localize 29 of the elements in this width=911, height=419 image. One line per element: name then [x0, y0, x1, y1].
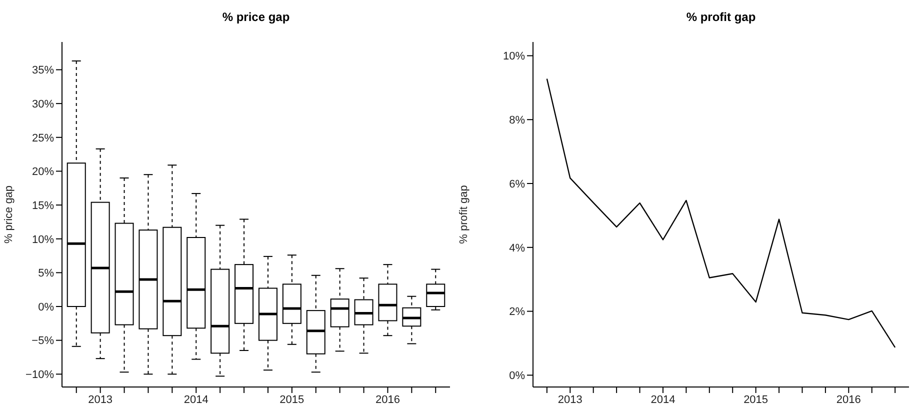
- y-tick-label: 10%: [32, 234, 54, 246]
- y-tick-label: 0%: [509, 370, 526, 382]
- x-tick-label: 2015: [744, 394, 768, 406]
- y-axis-title: % profit gap: [458, 185, 470, 244]
- y-axis-title: % price gap: [2, 185, 15, 244]
- line-series: [546, 78, 896, 348]
- y-tick-label: 2%: [509, 306, 526, 318]
- y-tick-label: 5%: [38, 268, 54, 280]
- y-tick-label: −5%: [32, 335, 54, 348]
- chart-title: % profit gap: [685, 9, 757, 26]
- x-tick-label: 2015: [280, 394, 304, 406]
- y-tick-label: 35%: [32, 64, 54, 77]
- y-tick-label: 20%: [32, 166, 54, 178]
- x-tick-label: 2016: [836, 394, 861, 406]
- x-tick-label: 2016: [375, 394, 400, 406]
- y-tick-label: −10%: [26, 369, 54, 382]
- x-tick-label: 2013: [558, 394, 582, 406]
- y-tick-label: 10%: [502, 50, 526, 63]
- x-tick-label: 2013: [88, 394, 113, 406]
- y-tick-label: 0%: [38, 301, 54, 314]
- y-tick-label: 8%: [509, 114, 526, 127]
- x-tick-label: 2014: [184, 394, 208, 406]
- y-tick-label: 30%: [32, 98, 54, 110]
- y-tick-label: 4%: [509, 242, 526, 254]
- x-tick-label: 2014: [650, 394, 676, 406]
- chart-title: % price gap: [221, 9, 291, 26]
- y-tick-label: 6%: [509, 178, 526, 190]
- y-tick-label: 15%: [32, 200, 54, 212]
- y-tick-label: 25%: [32, 132, 54, 144]
